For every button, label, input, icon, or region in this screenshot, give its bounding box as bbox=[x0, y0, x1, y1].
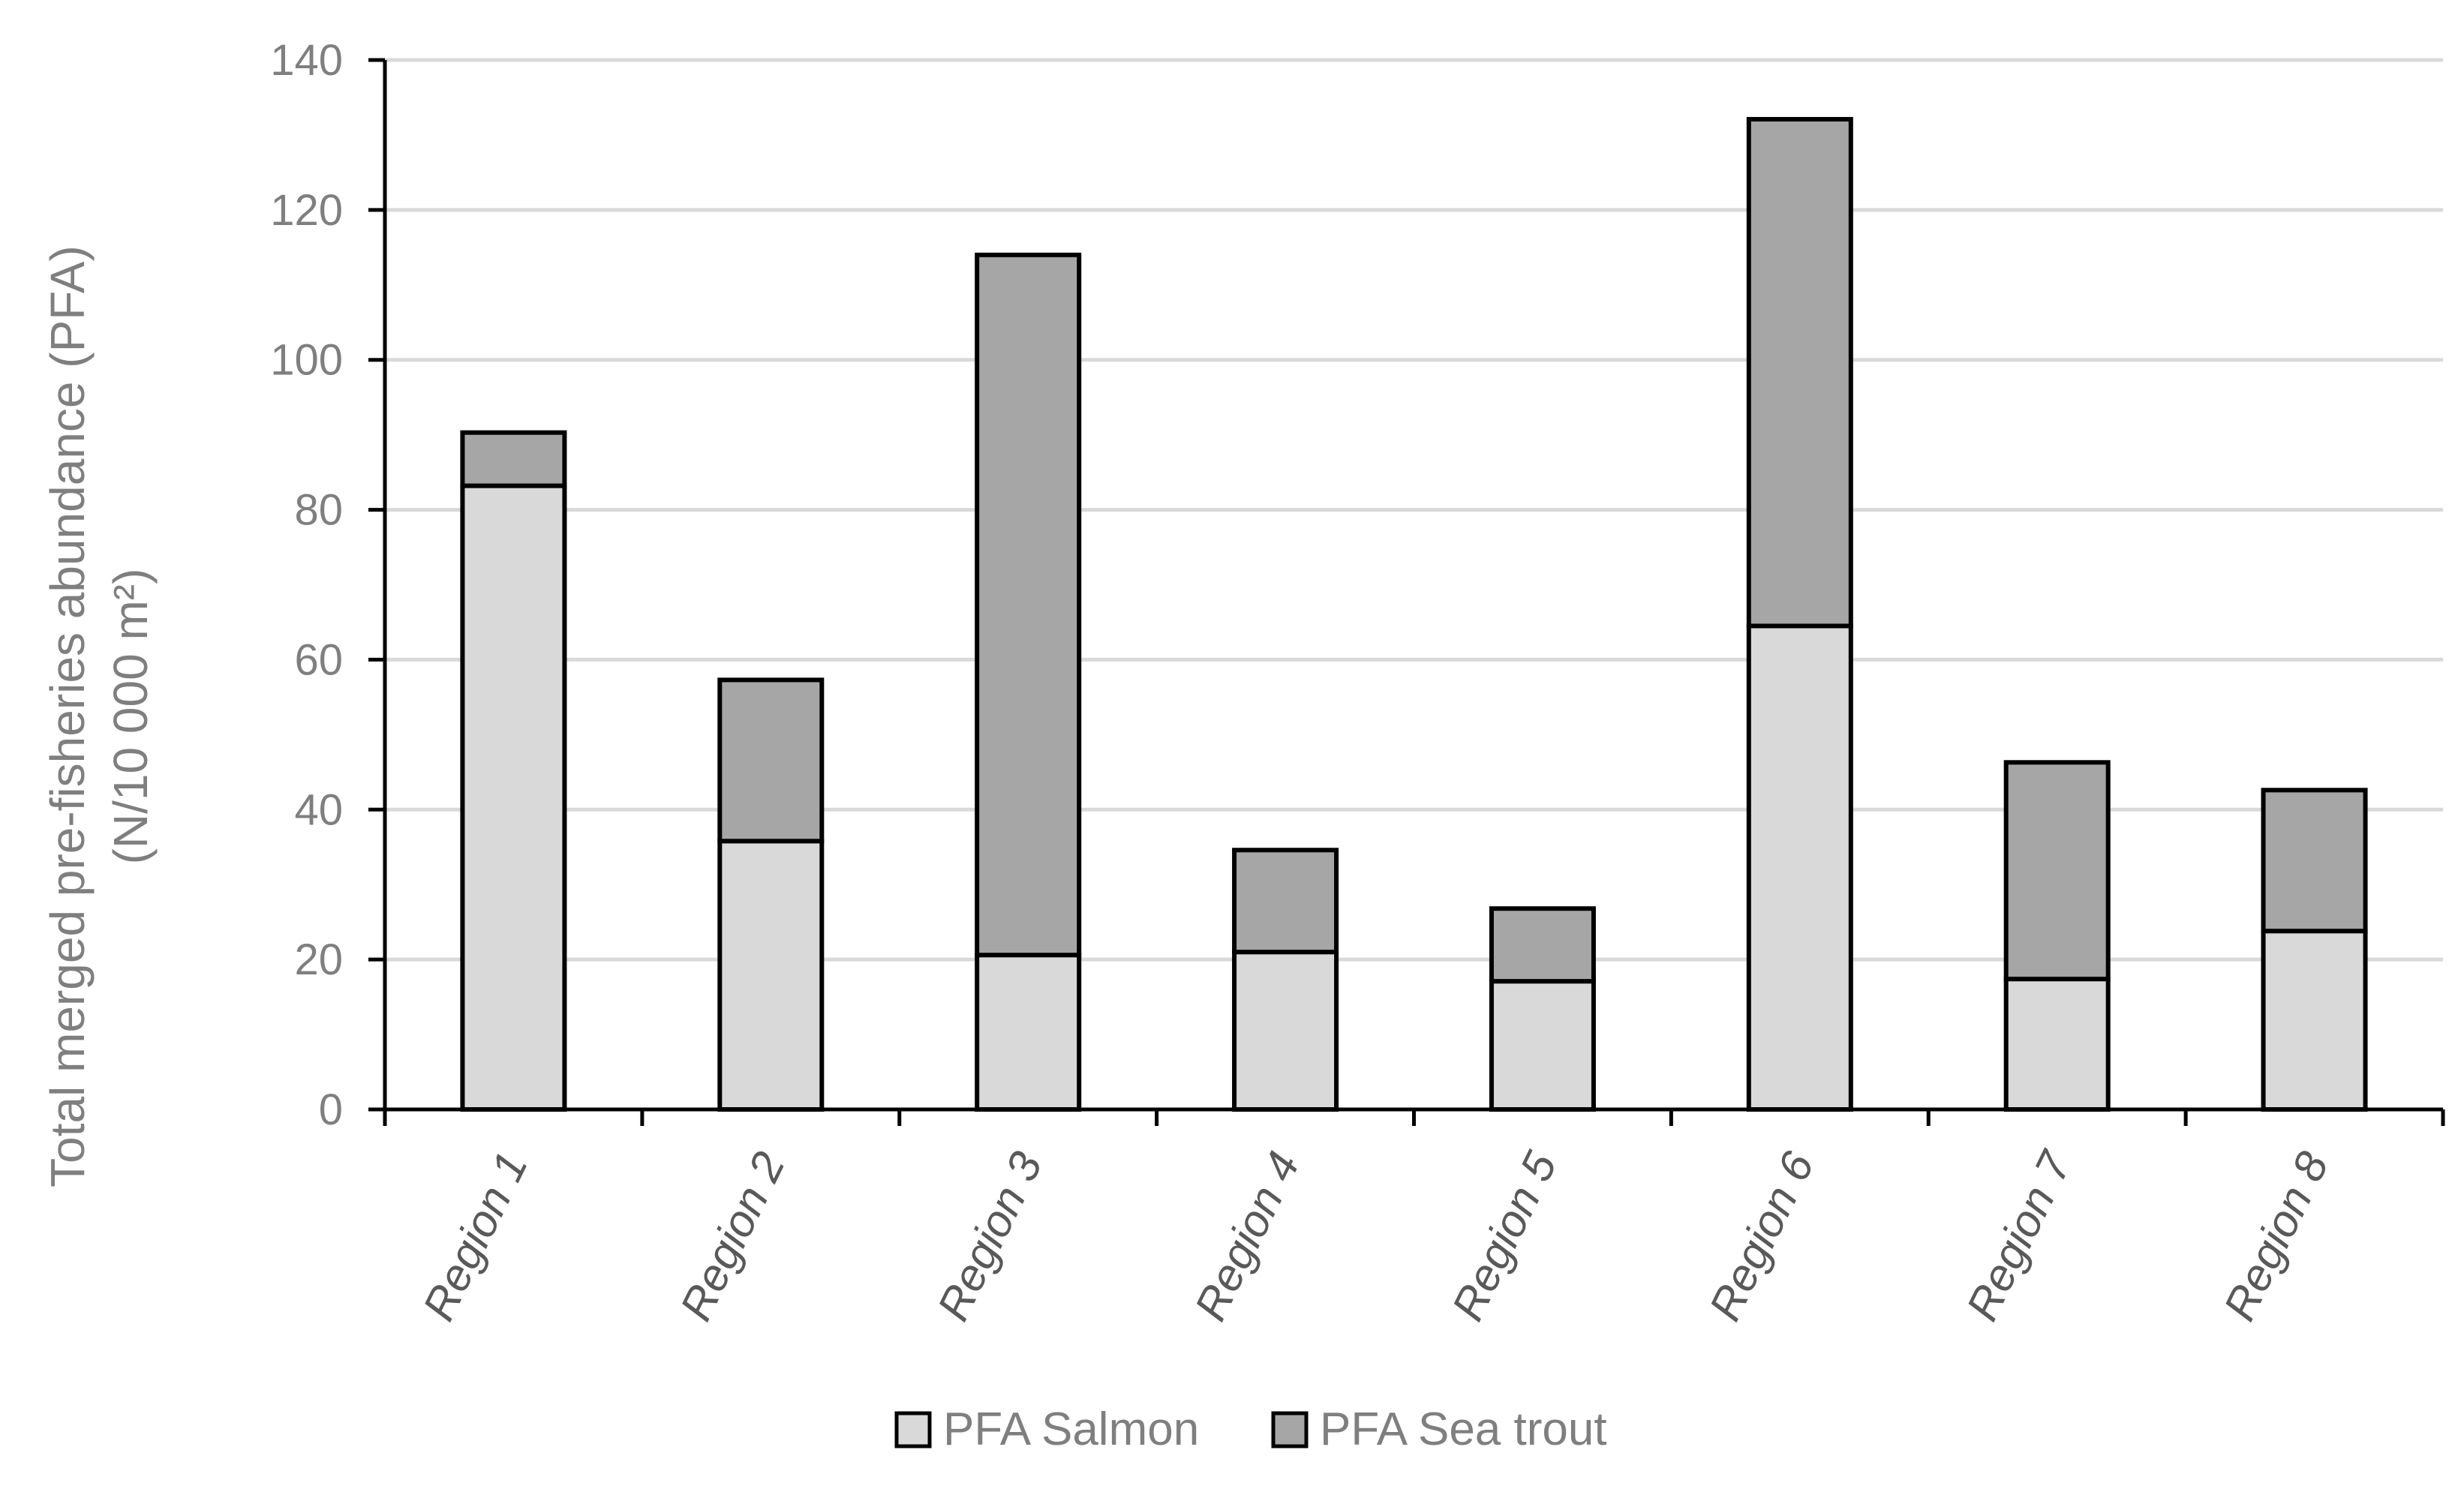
y-tick-label: 100 bbox=[270, 336, 343, 385]
axes bbox=[368, 58, 2445, 1126]
y-tick-label: 80 bbox=[294, 486, 343, 535]
bar-salmon-5 bbox=[1489, 979, 1596, 1112]
bar-salmon-7 bbox=[2003, 977, 2111, 1112]
y-axis-title-line2: (N/10 000 m²) bbox=[104, 569, 158, 865]
y-axis-title: Total merged pre-fisheries abundance (PF… bbox=[41, 245, 158, 1187]
y-tick-label: 60 bbox=[294, 635, 343, 684]
x-category-label: Region 7 bbox=[1957, 1142, 2082, 1328]
y-tick-labels: 0 20 40 60 80 100 120 140 bbox=[270, 36, 343, 1134]
bar-sea-trout-3 bbox=[975, 252, 1082, 958]
x-category-label: Region 8 bbox=[2214, 1144, 2339, 1328]
bar-salmon-4 bbox=[1232, 950, 1339, 1112]
x-category-label: Region 2 bbox=[670, 1144, 795, 1328]
bar-salmon-6 bbox=[1746, 623, 1853, 1112]
gridlines bbox=[385, 58, 2443, 962]
bar-sea-trout-7 bbox=[2003, 760, 2111, 982]
x-category-labels: Region 1 Region 2 Region 3 Region 4 Region 5… bbox=[413, 1142, 2339, 1328]
y-axis-title-line1: Total merged pre-fisheries abundance (PF… bbox=[41, 245, 95, 1187]
y-tick-label: 140 bbox=[270, 36, 343, 85]
bar-sea-trout-5 bbox=[1489, 906, 1596, 984]
legend-swatch-sea-trout bbox=[1271, 1411, 1309, 1448]
bars bbox=[460, 116, 2368, 1112]
x-category-label: Region 6 bbox=[1699, 1144, 1824, 1328]
x-category-label: Region 1 bbox=[413, 1144, 538, 1328]
legend-label-salmon: PFA Salmon bbox=[943, 1403, 1199, 1455]
legend: PFA Salmon PFA Sea trout bbox=[894, 1403, 1607, 1455]
y-tick-label: 0 bbox=[319, 1085, 343, 1134]
bar-sea-trout-8 bbox=[2261, 788, 2368, 934]
bar-salmon-3 bbox=[975, 953, 1082, 1112]
legend-label-sea-trout: PFA Sea trout bbox=[1320, 1403, 1607, 1455]
bar-sea-trout-6 bbox=[1746, 116, 1853, 629]
legend-swatch-salmon bbox=[894, 1411, 932, 1448]
bar-sea-trout-2 bbox=[717, 677, 825, 844]
x-category-label: Region 3 bbox=[927, 1144, 1052, 1328]
bar-salmon-2 bbox=[717, 839, 825, 1112]
bar-sea-trout-1 bbox=[460, 430, 567, 488]
x-category-label: Region 5 bbox=[1442, 1144, 1567, 1328]
y-tick-label: 120 bbox=[270, 186, 343, 235]
y-tick-label: 20 bbox=[294, 935, 343, 984]
bar-salmon-1 bbox=[460, 483, 567, 1112]
bar-salmon-8 bbox=[2261, 929, 2368, 1112]
x-category-label: Region 4 bbox=[1185, 1144, 1309, 1328]
y-tick-label: 40 bbox=[294, 785, 343, 834]
bar-sea-trout-4 bbox=[1232, 848, 1339, 955]
